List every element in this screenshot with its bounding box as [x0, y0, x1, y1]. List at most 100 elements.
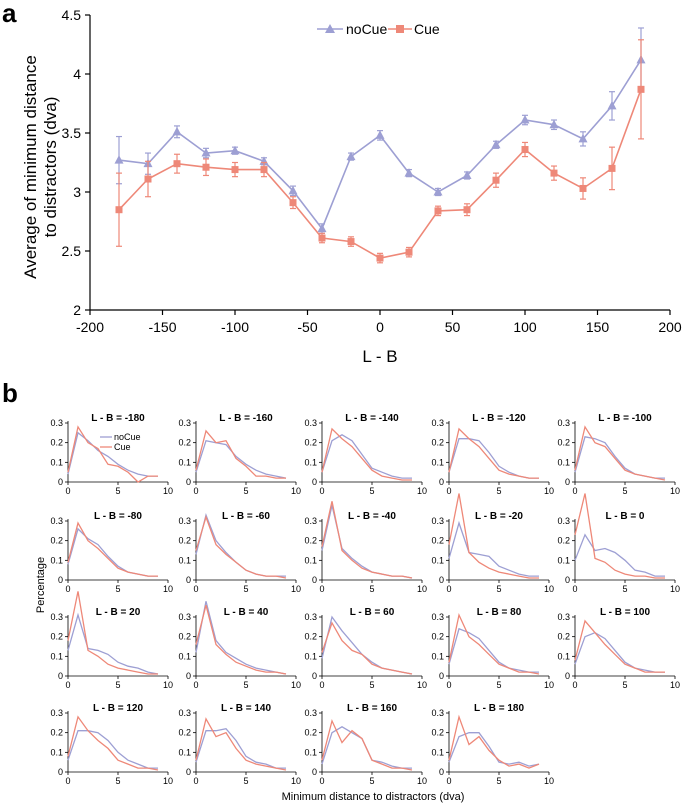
subplot-x-tick-label: 10 — [163, 486, 173, 496]
subplot-x-tick-label: 5 — [115, 680, 120, 690]
subplot-y-tick-label: 0 — [186, 767, 191, 777]
subplot-y-tick-label: 0 — [439, 477, 444, 487]
subplot-x-tick-label: 0 — [572, 680, 577, 690]
subplot-y-tick-label: 0 — [565, 671, 570, 681]
subplot-x-tick-label: 10 — [670, 584, 680, 594]
subplot-y-tick-label: 0.2 — [557, 438, 570, 448]
subplot-y-tick-label: 0 — [186, 477, 191, 487]
series-noCue-point — [404, 168, 414, 177]
series-Cue-point — [115, 206, 123, 214]
subplot-series-noCue — [195, 439, 287, 479]
subplot-8: L - B = -20 0 5 10 0 0.1 0.2 0.3 — [431, 493, 554, 594]
subplot-title: L - B = -80 — [94, 511, 142, 522]
panel-a-letter: a — [2, 0, 17, 28]
subplot-series-noCue — [574, 436, 665, 479]
subplot-series-Cue — [195, 717, 287, 771]
series-noCue-point — [578, 133, 588, 143]
subplot-y-tick-label: 0.2 — [50, 728, 63, 738]
subplot-y-tick-label: 0.3 — [304, 516, 317, 526]
subplot-y-tick-label: 0.3 — [557, 612, 570, 622]
subplot-y-tick-label: 0.2 — [178, 728, 191, 738]
series-Cue-point — [318, 234, 326, 242]
subplot-title: L - B = -40 — [348, 511, 396, 522]
subplot-1: L - B = -160 0 5 10 0 0.1 0.2 0.3 — [178, 413, 301, 496]
subplot-x-tick-label: 0 — [446, 486, 451, 496]
subplot-series-noCue — [67, 612, 159, 675]
series-Cue-point — [347, 238, 355, 246]
subplot-y-tick-label: 0.2 — [50, 438, 63, 448]
subplot-y-tick-label: 0 — [439, 767, 444, 777]
subplot-x-tick-label: 5 — [243, 680, 248, 690]
subplot-y-tick-label: 0 — [439, 671, 444, 681]
series-noCue-point — [114, 155, 124, 164]
subplot-y-tick-label: 0 — [565, 575, 570, 585]
subplot-series-Cue — [67, 591, 158, 675]
chart-b-ylabel: Percentage — [35, 557, 47, 613]
subplot-x-tick-label: 10 — [417, 776, 427, 786]
subplot-x-tick-label: 0 — [572, 486, 577, 496]
chart-a-y-tick-label: 4 — [73, 66, 81, 82]
subplot-y-tick-label: 0.2 — [431, 536, 444, 546]
subplot-title: L - B = 80 — [477, 607, 522, 618]
subplot-y-tick-label: 0.1 — [557, 651, 570, 661]
subplot-x-tick-label: 5 — [243, 776, 248, 786]
subplot-y-tick-label: 0.2 — [431, 438, 444, 448]
subplot-x-tick-label: 0 — [65, 680, 70, 690]
subplot-y-tick-label: 0.1 — [557, 457, 570, 467]
subplot-y-tick-label: 0.1 — [178, 457, 191, 467]
subplot-y-tick-label: 0.2 — [304, 632, 317, 642]
series-noCue-point — [549, 119, 559, 129]
subplot-series-noCue — [321, 615, 413, 675]
series-Cue-point — [550, 169, 558, 177]
chart-a-y-tick-label: 2 — [73, 302, 81, 318]
subplot-series-Cue — [67, 715, 159, 771]
subplot-y-tick-label: 0.1 — [431, 457, 444, 467]
subplot-x-tick-label: 10 — [544, 584, 554, 594]
subplot-x-tick-label: 0 — [193, 584, 198, 594]
subplot-y-tick-label: 0.2 — [178, 632, 191, 642]
subplot-x-tick-label: 0 — [446, 584, 451, 594]
subplot-y-tick-label: 0.3 — [557, 516, 570, 526]
series-noCue-point — [462, 170, 472, 179]
subplot-y-tick-label: 0 — [439, 575, 444, 585]
chart-a-y-tick-label: 3.5 — [62, 125, 82, 141]
subplot-y-tick-label: 0.1 — [50, 747, 63, 757]
subplot-y-tick-label: 0.1 — [50, 651, 63, 661]
subplot-y-tick-label: 0.1 — [178, 555, 191, 565]
subplot-series-Cue — [67, 425, 158, 483]
subplot-x-tick-label: 5 — [369, 776, 374, 786]
subplot-x-tick-label: 10 — [544, 486, 554, 496]
subplot-x-tick-label: 10 — [291, 486, 301, 496]
subplot-legend-cue-label: Cue — [114, 442, 131, 452]
subplot-y-tick-label: 0.3 — [304, 418, 317, 428]
subplot-y-tick-label: 0.3 — [304, 612, 317, 622]
subplot-y-tick-label: 0 — [312, 671, 317, 681]
series-Cue-line — [118, 89, 642, 259]
chart-a-legend: noCue Cue — [317, 21, 440, 37]
legend-nocue-marker — [325, 24, 335, 33]
subplot-x-tick-label: 10 — [417, 680, 427, 690]
subplot-x-tick-label: 5 — [369, 680, 374, 690]
subplot-x-tick-label: 5 — [622, 584, 627, 594]
chart-a-y-tick-label: 4.5 — [62, 7, 82, 23]
subplot-2: L - B = -140 0 5 10 0 0.1 0.2 0.3 — [304, 413, 427, 496]
subplot-x-tick-label: 10 — [291, 584, 301, 594]
subplot-6: L - B = -60 0 5 10 0 0.1 0.2 0.3 — [178, 511, 301, 594]
subplot-series-Cue — [574, 425, 666, 481]
chart-a: -200 -150 -100 -50 0 50 100 150 20022.533.544.5 … — [21, 7, 682, 366]
legend-cue-label: Cue — [414, 21, 440, 37]
subplot-y-tick-label: 0.1 — [178, 651, 191, 661]
subplot-x-tick-label: 0 — [65, 486, 70, 496]
subplot-11: L - B = 40 0 5 10 0 0.1 0.2 0.3 — [178, 601, 301, 690]
subplot-series-Cue — [448, 493, 539, 579]
subplot-x-tick-label: 5 — [115, 486, 120, 496]
series-Cue-point — [173, 160, 181, 168]
subplot-y-tick-label: 0 — [186, 671, 191, 681]
subplot-y-tick-label: 0 — [186, 575, 191, 585]
subplot-x-tick-label: 10 — [670, 486, 680, 496]
subplot-title: L - B = -120 — [472, 413, 526, 424]
subplot-y-tick-label: 0 — [58, 767, 63, 777]
subplot-x-tick-label: 10 — [417, 486, 427, 496]
subplot-x-tick-label: 5 — [243, 486, 248, 496]
subplot-14: L - B = 100 0 5 10 0 0.1 0.2 0.3 — [557, 607, 680, 690]
